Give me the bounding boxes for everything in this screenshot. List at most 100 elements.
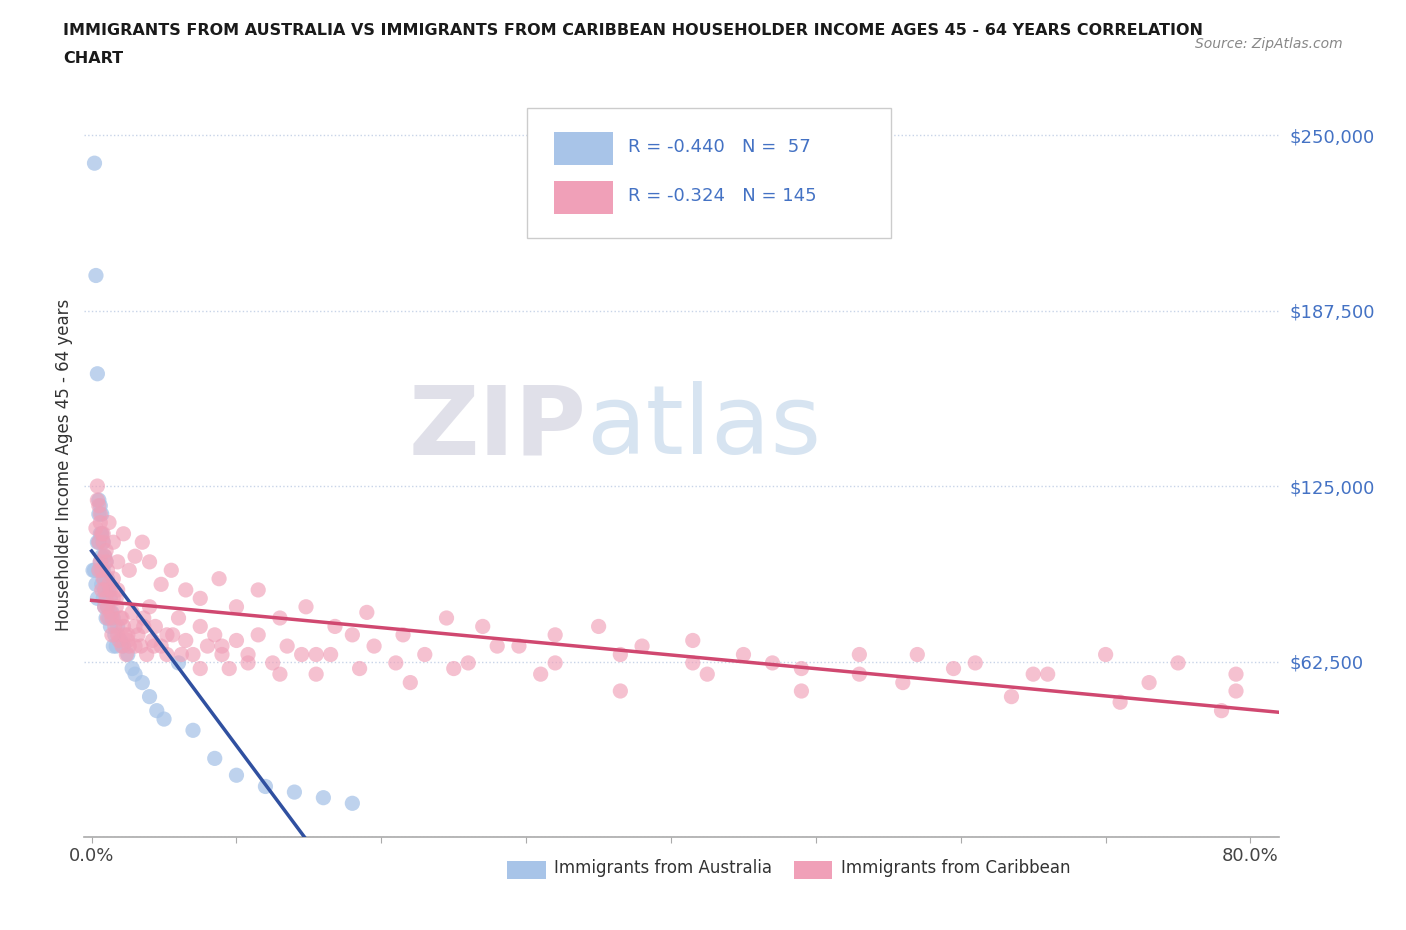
- Point: [905, 647, 928, 662]
- Point: [82, 563, 104, 578]
- Point: [160, 563, 183, 578]
- Point: [103, 611, 125, 626]
- Point: [848, 647, 870, 662]
- Point: [142, 639, 165, 654]
- Point: [1094, 647, 1116, 662]
- Point: [93, 549, 115, 564]
- Point: [131, 675, 153, 690]
- Point: [89, 515, 111, 530]
- Point: [100, 604, 122, 619]
- Point: [682, 633, 704, 648]
- Point: [87, 498, 110, 513]
- Point: [1036, 667, 1059, 682]
- Point: [127, 628, 149, 643]
- Point: [100, 591, 122, 605]
- Point: [236, 656, 259, 671]
- Point: [129, 639, 152, 654]
- Point: [236, 647, 259, 662]
- Point: [188, 591, 211, 605]
- Point: [91, 571, 114, 586]
- Point: [89, 507, 111, 522]
- Point: [112, 619, 135, 634]
- Point: [91, 535, 114, 550]
- Point: [110, 611, 132, 626]
- Point: [117, 628, 139, 643]
- Point: [104, 628, 127, 643]
- Text: Immigrants from Caribbean: Immigrants from Caribbean: [841, 859, 1070, 877]
- Point: [696, 667, 718, 682]
- Point: [1022, 667, 1045, 682]
- Y-axis label: Householder Income Ages 45 - 64 years: Householder Income Ages 45 - 64 years: [55, 299, 73, 631]
- Point: [1000, 689, 1022, 704]
- Point: [790, 661, 813, 676]
- Point: [91, 563, 114, 578]
- Point: [790, 684, 813, 698]
- Point: [283, 785, 305, 800]
- Point: [83, 155, 105, 170]
- Point: [544, 628, 567, 643]
- Point: [91, 526, 114, 541]
- Point: [96, 571, 118, 586]
- Point: [471, 619, 494, 634]
- Point: [609, 647, 631, 662]
- Point: [110, 633, 132, 648]
- Point: [98, 515, 121, 530]
- Point: [107, 554, 129, 569]
- Point: [146, 703, 169, 718]
- Point: [363, 639, 385, 654]
- Point: [107, 619, 129, 634]
- Point: [105, 639, 128, 654]
- Point: [93, 549, 115, 564]
- Point: [132, 619, 155, 634]
- Point: [94, 582, 117, 597]
- Point: [167, 611, 190, 626]
- Point: [124, 639, 146, 654]
- Point: [443, 661, 465, 676]
- Point: [96, 563, 118, 578]
- Point: [93, 599, 115, 614]
- Point: [323, 619, 346, 634]
- Point: [94, 543, 117, 558]
- Point: [167, 656, 190, 671]
- Point: [305, 667, 328, 682]
- Point: [115, 647, 138, 662]
- Point: [107, 582, 129, 597]
- Point: [138, 689, 160, 704]
- Point: [156, 628, 179, 643]
- Text: CHART: CHART: [63, 51, 124, 66]
- Point: [141, 633, 163, 648]
- Point: [86, 366, 108, 381]
- Point: [121, 604, 143, 619]
- Point: [305, 647, 328, 662]
- FancyBboxPatch shape: [794, 861, 832, 879]
- Point: [356, 604, 378, 619]
- Point: [114, 628, 136, 643]
- Point: [218, 661, 240, 676]
- Point: [342, 628, 364, 643]
- Point: [96, 599, 118, 614]
- Point: [101, 604, 124, 619]
- Point: [98, 577, 121, 591]
- Point: [89, 498, 111, 513]
- Point: [87, 535, 110, 550]
- Point: [349, 661, 371, 676]
- Point: [269, 611, 291, 626]
- Point: [90, 507, 112, 522]
- Point: [135, 647, 157, 662]
- Point: [94, 554, 117, 569]
- Point: [100, 619, 122, 634]
- Point: [86, 591, 108, 605]
- Point: [86, 479, 108, 494]
- Point: [254, 779, 277, 794]
- Point: [124, 619, 146, 634]
- FancyBboxPatch shape: [508, 861, 546, 879]
- Point: [181, 723, 204, 737]
- Point: [103, 591, 125, 605]
- Point: [413, 647, 436, 662]
- Point: [93, 582, 115, 597]
- Point: [100, 582, 122, 597]
- Point: [436, 611, 458, 626]
- Point: [112, 639, 135, 654]
- Point: [124, 549, 146, 564]
- Point: [107, 628, 129, 643]
